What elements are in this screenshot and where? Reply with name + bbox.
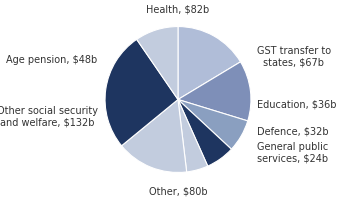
Wedge shape <box>122 100 187 173</box>
Text: Defence, $32b: Defence, $32b <box>257 126 329 135</box>
Text: Age pension, $48b: Age pension, $48b <box>6 55 98 65</box>
Wedge shape <box>178 100 231 166</box>
Wedge shape <box>105 40 178 146</box>
Wedge shape <box>178 100 248 149</box>
Text: Other, $80b: Other, $80b <box>149 186 207 196</box>
Wedge shape <box>137 27 178 100</box>
Wedge shape <box>178 27 241 100</box>
Text: General public
services, $24b: General public services, $24b <box>257 142 328 163</box>
Text: Other social security
and welfare, $132b: Other social security and welfare, $132b <box>0 105 98 127</box>
Wedge shape <box>178 100 208 172</box>
Text: Education, $36b: Education, $36b <box>257 99 336 109</box>
Text: Health, $82b: Health, $82b <box>146 4 210 14</box>
Wedge shape <box>178 63 251 121</box>
Text: GST transfer to
states, $67b: GST transfer to states, $67b <box>257 46 331 67</box>
